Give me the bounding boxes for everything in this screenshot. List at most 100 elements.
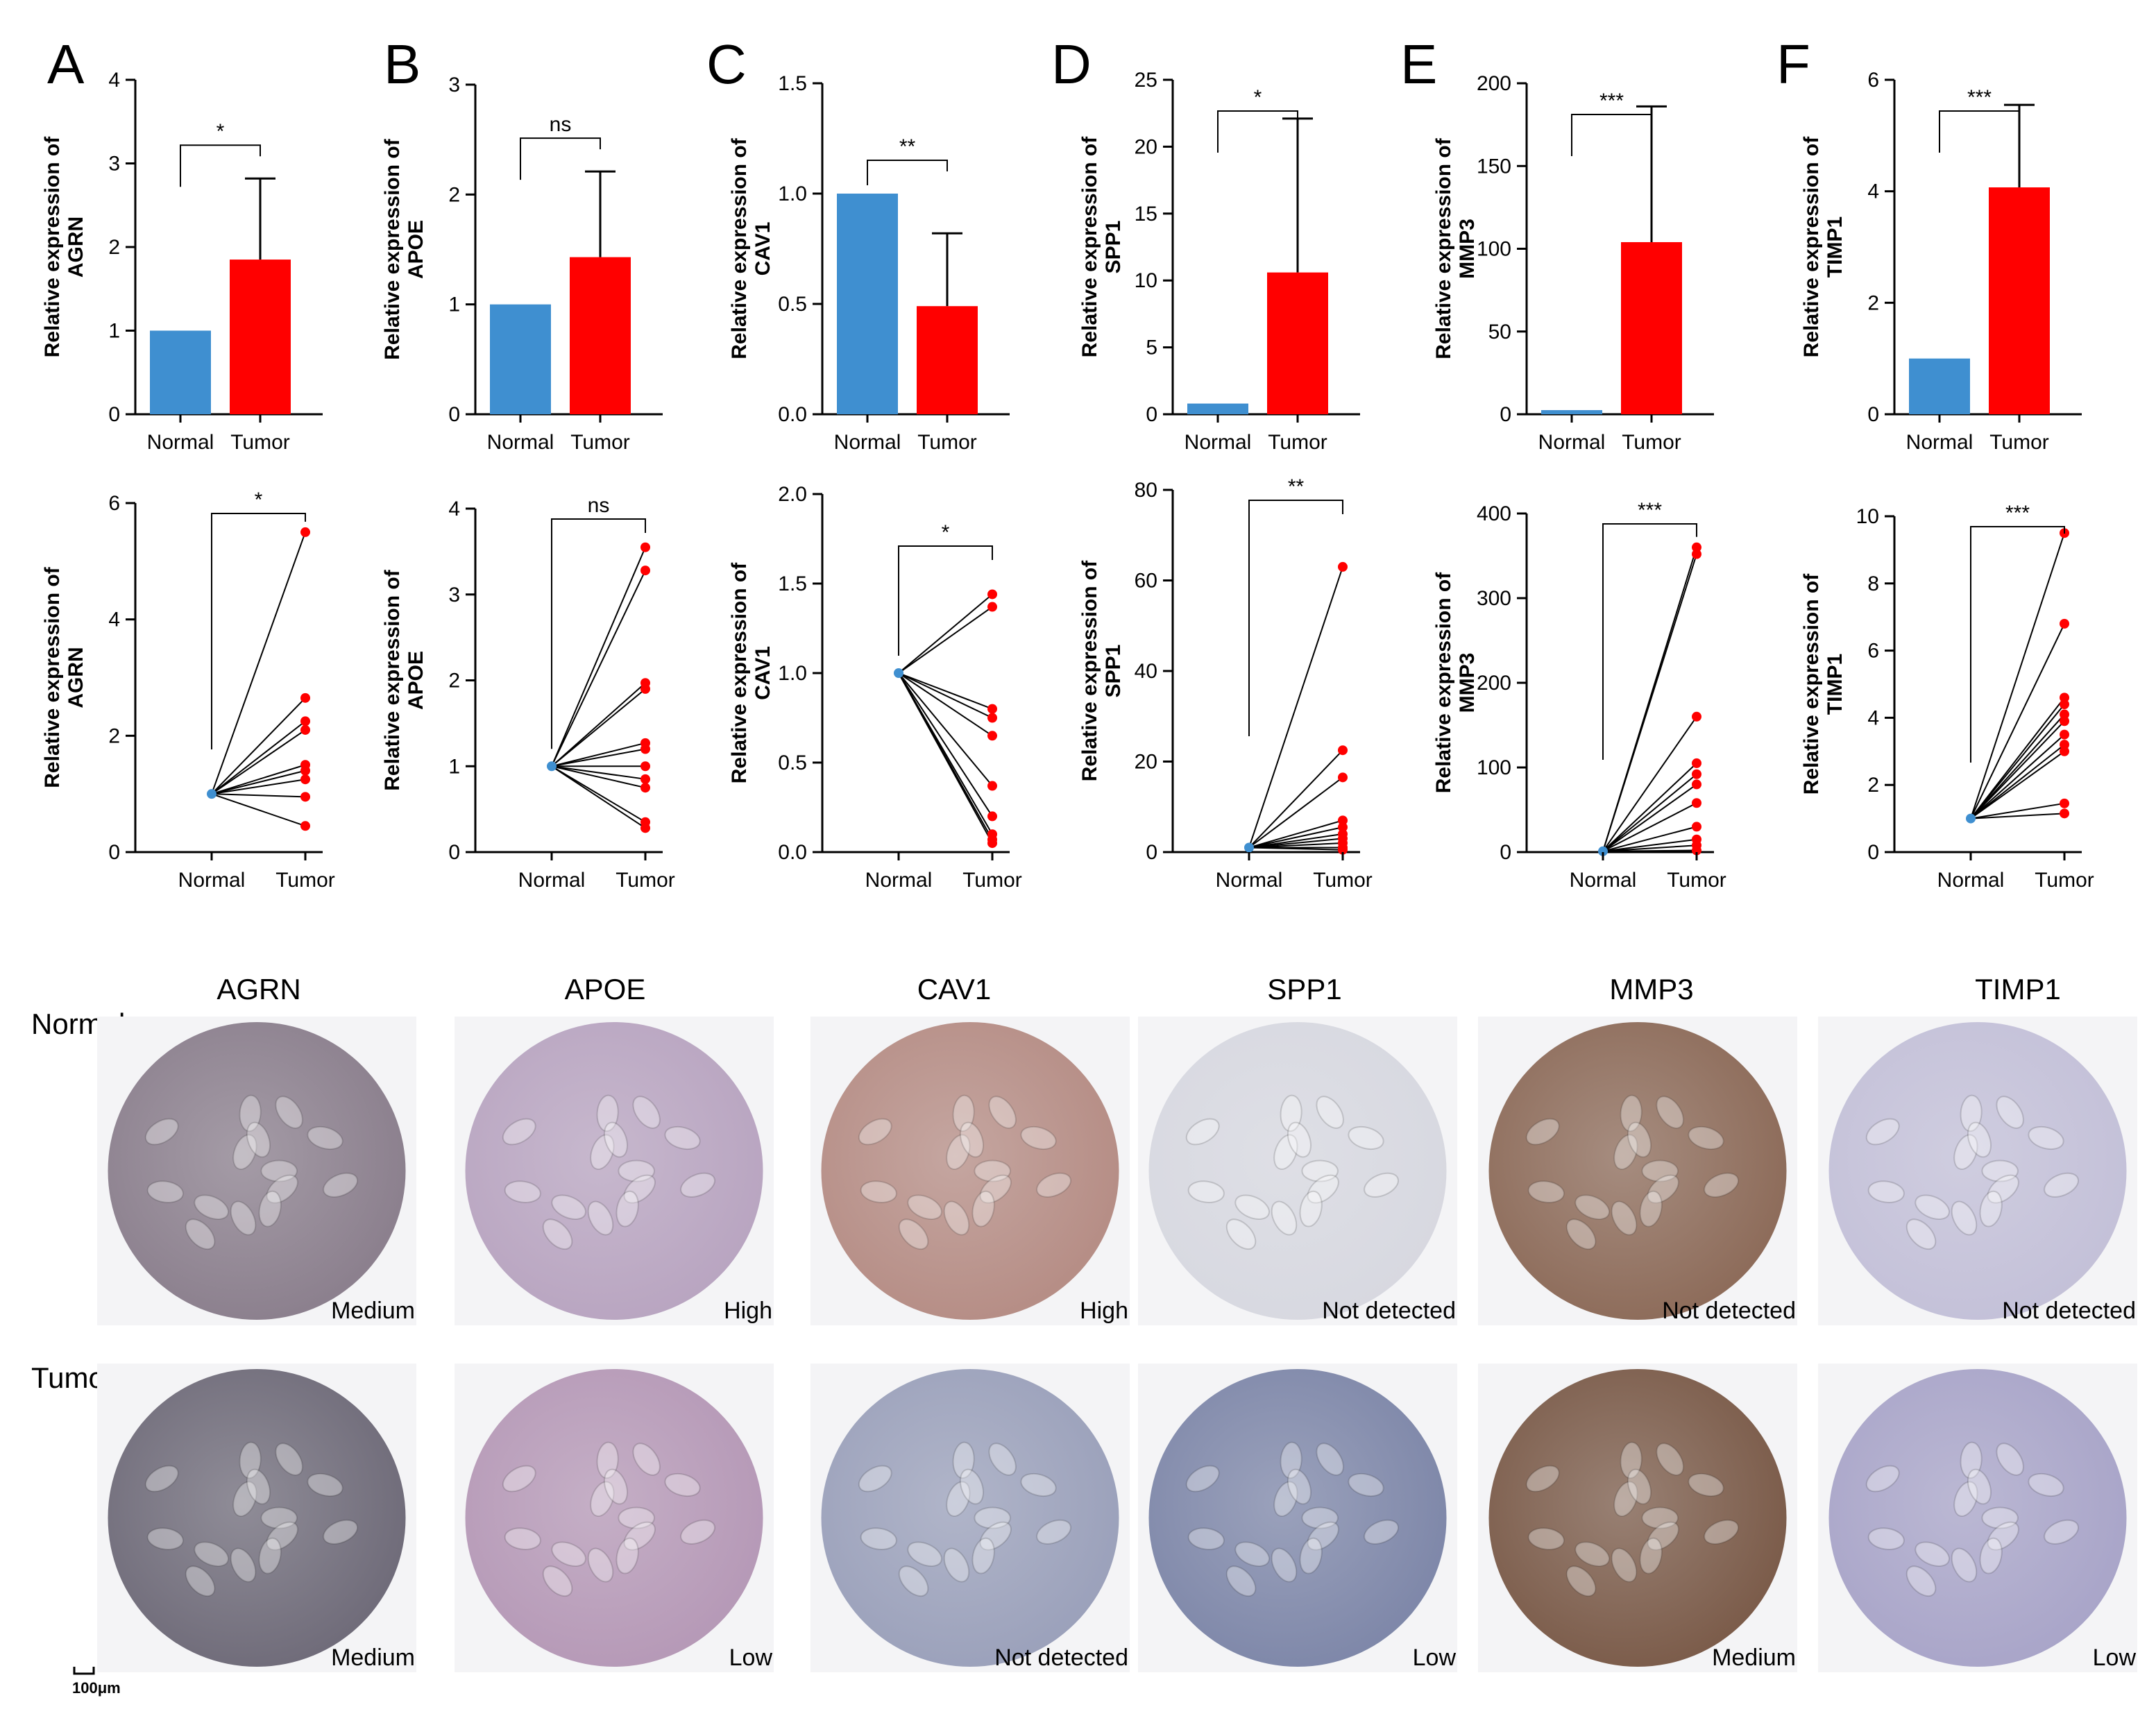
gland-texture <box>266 1174 298 1204</box>
gland-texture <box>323 1172 358 1198</box>
significance-label: *** <box>2005 502 2030 525</box>
x-tick-label: Tumor <box>1622 431 1681 454</box>
paired-chart-mmp3: 0 100 200 300 400 Relative expression ofMMP3 N… <box>1432 499 1726 892</box>
gland-texture <box>1280 1094 1302 1132</box>
gland-texture <box>1656 1443 1684 1476</box>
gland-texture <box>1967 1121 1992 1158</box>
bar-tumor <box>917 306 978 414</box>
y-axis-label-line1: Relative expression of <box>1078 560 1101 781</box>
gland-texture <box>2028 1125 2064 1150</box>
gland-texture <box>307 1472 343 1497</box>
gland-texture <box>1525 1465 1560 1493</box>
pair-line <box>211 764 306 795</box>
x-tick-label: Tumor <box>1268 431 1327 454</box>
tissue-core <box>1148 1369 1447 1667</box>
y-tick-label: 1 <box>448 294 460 316</box>
gland-texture <box>1185 1118 1220 1146</box>
gland-texture <box>907 1541 942 1567</box>
scale-bar <box>73 1667 95 1675</box>
gland-texture <box>1307 1521 1339 1551</box>
y-axis-label: Relative expression ofMMP3 <box>1432 137 1479 359</box>
gland-texture <box>898 1565 929 1597</box>
y-tick-label: 6 <box>108 492 120 515</box>
gland-texture <box>542 1218 573 1250</box>
gland-texture <box>1981 1159 2019 1182</box>
gland-texture <box>898 1218 929 1250</box>
ihc-title-mmp3: MMP3 <box>1609 973 1693 1005</box>
pair-line <box>1970 750 2065 819</box>
pair-line <box>1248 838 1343 849</box>
expression-level-label: High <box>1080 1298 1128 1324</box>
tumor-point <box>2060 808 2069 819</box>
y-axis-label-line1: Relative expression of <box>1078 136 1101 357</box>
significance-label: *** <box>1967 86 1992 109</box>
gland-texture <box>860 1527 897 1550</box>
tumor-point <box>1338 772 1348 783</box>
y-tick-label: 0 <box>108 841 120 864</box>
pair-line <box>1248 833 1343 849</box>
y-axis-label-line1: Relative expression of <box>1800 573 1823 795</box>
gland-texture <box>946 1481 971 1517</box>
gland-texture <box>275 1443 303 1476</box>
significance-bracket <box>1602 523 1697 760</box>
gland-texture <box>860 1180 897 1203</box>
pair-line <box>211 720 306 795</box>
significance-label: * <box>1254 86 1262 109</box>
significance-bracket <box>1970 526 2065 763</box>
significance-bracket <box>1571 114 1652 156</box>
gland-texture <box>185 1565 216 1597</box>
gland-texture <box>1639 1190 1663 1227</box>
tumor-point <box>1692 798 1701 808</box>
bar-chart-agrn: A 0 1 2 3 4 Relative expression ofAGRN Normal Tu… <box>41 33 323 454</box>
normal-point <box>207 789 217 799</box>
expression-level-label: Not detected <box>1322 1298 1456 1324</box>
y-tick-label: 0.0 <box>778 841 807 864</box>
bar-tumor <box>1621 241 1682 414</box>
tumor-point <box>987 713 997 723</box>
significance-bracket <box>211 513 306 749</box>
gland-texture <box>185 1218 216 1250</box>
pair-line <box>211 729 306 795</box>
gland-texture <box>974 1159 1011 1182</box>
gland-texture <box>1915 1194 1950 1220</box>
pair-line <box>1248 826 1343 849</box>
tumor-point <box>2060 709 2069 720</box>
gland-texture <box>1565 1565 1597 1597</box>
gland-texture <box>260 1506 298 1529</box>
gland-texture <box>1364 1519 1399 1545</box>
y-tick-label: 15 <box>1135 203 1157 226</box>
x-tick-label: Normal <box>1216 869 1283 892</box>
paired-chart-timp1: 0 2 4 6 8 10 Relative expression ofTIMP1 Normal… <box>1800 502 2094 892</box>
bar-chart-spp1: D 0 5 10 15 20 25 Relative expression ofSPP1 Nor… <box>1051 33 1360 454</box>
significance-label: *** <box>1638 499 1662 522</box>
y-tick-label: 60 <box>1135 570 1157 593</box>
y-tick-label: 5 <box>1146 337 1157 359</box>
gland-texture <box>504 1180 541 1203</box>
gland-texture <box>502 1465 536 1493</box>
gland-texture <box>1574 1541 1610 1567</box>
y-tick-label: 50 <box>1488 321 1511 343</box>
y-tick-label: 100 <box>1477 756 1511 779</box>
x-tick-label: Normal <box>1906 431 1973 454</box>
panel-letter: C <box>706 33 747 95</box>
gland-texture <box>1704 1519 1739 1545</box>
y-tick-label: 0 <box>1146 841 1157 864</box>
x-tick-label: Normal <box>1538 431 1606 454</box>
y-tick-label: 25 <box>1135 69 1157 92</box>
gland-texture <box>952 1094 975 1132</box>
gland-texture <box>246 1468 271 1505</box>
y-axis-label-line1: Relative expression of <box>381 138 404 359</box>
y-axis-label-line1: Relative expression of <box>381 569 404 790</box>
x-tick-label: Tumor <box>2035 869 2094 892</box>
gland-texture <box>2028 1472 2064 1497</box>
gland-texture <box>1316 1096 1344 1129</box>
y-axis-label-line2: CAV1 <box>752 646 774 700</box>
y-tick-label: 6 <box>1867 640 1879 663</box>
ihc-title-agrn: AGRN <box>217 973 300 1005</box>
tumor-point <box>300 693 310 703</box>
gland-texture <box>623 1521 656 1551</box>
paired-chart-apoe: 0 1 2 3 4 Relative expression ofAPOE Normal Tum… <box>381 494 675 892</box>
gland-texture <box>502 1118 536 1146</box>
gland-texture <box>1981 1506 2019 1529</box>
gland-texture <box>542 1565 573 1597</box>
